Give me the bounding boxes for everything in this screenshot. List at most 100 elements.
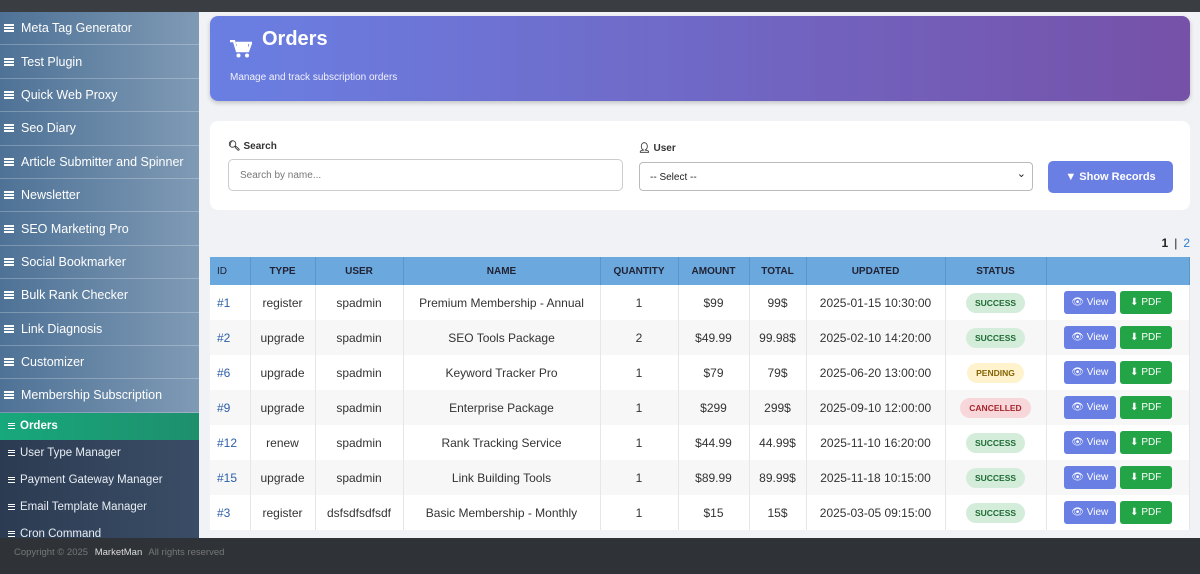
menu-text: Cron Command [20,528,102,538]
cell: #12 [210,425,251,460]
cell: 15$ [749,495,807,530]
menu-item[interactable]: Newsletter [0,179,199,213]
menu-item[interactable]: Social Bookmarker [0,246,199,280]
pdf-button[interactable]: ⬇ PDF [1119,291,1172,314]
submenu-item[interactable]: Orders [0,412,199,440]
pdf-button[interactable]: ⬇ PDF [1119,431,1172,454]
cell: 1 [600,355,679,390]
menu-item[interactable]: Test Plugin [0,45,199,79]
menu-item[interactable]: Article Submitter and Spinner [0,146,199,179]
menu-item[interactable]: Customizer [0,346,199,380]
menu-item[interactable]: Link Diagnosis [0,313,199,346]
menu-icon [4,157,14,166]
view-button[interactable]: 👁︎ View [1063,431,1116,454]
cell: Enterprise Package [403,390,601,425]
menu-icon [4,224,14,233]
pdf-button[interactable]: ⬇ PDF [1119,396,1172,419]
cell: SUCCESS [945,495,1047,530]
button-icon: ⬇ [1130,367,1142,378]
menu-icon [4,291,14,300]
cell: #15 [210,460,251,495]
cart-icon [230,40,252,58]
button-icon: 👁︎ [1071,367,1087,378]
button-text: PDF [1141,402,1162,413]
menu-item[interactable]: Meta Tag Generator [0,12,199,46]
page-header: Orders Manage and track subscription ord… [210,16,1190,101]
view-button[interactable]: 👁︎ View [1063,396,1116,419]
button-text: View [1086,507,1109,518]
cell: 1 [600,495,679,530]
cell: $44.99 [678,425,750,460]
status-badge: CANCELLED [960,397,1031,418]
orders-table: ID TYPE USER NAME QUANTITY AMOUNT TOTAL UPDATED… [210,257,1190,530]
pdf-button[interactable]: ⬇ PDF [1119,326,1172,349]
button-icon: 👁︎ [1071,297,1087,308]
view-button[interactable]: 👁︎ View [1063,501,1116,524]
cell: Premium Membership - Annual [403,285,601,320]
label-text: User [653,143,676,154]
table-row: #1 register spadmin Premium Membership - An… [210,285,1190,320]
user-select[interactable]: -- Select -- [639,162,1033,191]
menu-item[interactable]: Seo Diary [0,112,199,146]
button-text: View [1086,367,1109,378]
cell: spadmin [315,320,404,355]
cell: 👁︎ View ⬇ PDF [1046,390,1190,425]
menu-text: Membership Subscription [21,388,163,403]
button-icon: 👁︎ [1071,472,1087,483]
search-input[interactable]: Search by name... [228,159,623,191]
label-text: Search [243,141,277,152]
cell: #3 [210,495,251,530]
cell: spadmin [315,285,404,320]
pdf-button[interactable]: ⬇ PDF [1119,501,1172,524]
show-records-button[interactable]: ▼ Show Records [1048,161,1173,193]
cell: #1 [210,285,251,320]
menu-item[interactable]: Quick Web Proxy [0,79,199,113]
brand: MarketMan [94,547,143,558]
view-button[interactable]: 👁︎ View [1063,326,1116,349]
view-button[interactable]: 👁︎ View [1063,291,1116,314]
button-text: PDF [1141,472,1162,483]
submenu-item[interactable]: User Type Manager [0,440,199,467]
menu-item[interactable]: Bulk Rank Checker [0,279,199,313]
table-row: #2 upgrade spadmin SEO Tools Package 2 $49.99… [210,320,1190,355]
cell: SUCCESS [945,460,1047,495]
page-link[interactable]: 2 [1183,236,1190,250]
cell: 👁︎ View ⬇ PDF [1046,320,1190,355]
column-header: UPDATED [806,257,946,285]
cell: 299$ [749,390,807,425]
button-icon: 👁︎ [1071,507,1087,518]
submenu-item[interactable]: Email Template Manager [0,494,199,521]
submenu-item[interactable]: Cron Command [0,521,199,538]
cell: $15 [678,495,750,530]
menu-item[interactable]: SEO Marketing Pro [0,212,199,246]
button-text: PDF [1141,367,1162,378]
column-header: USER [315,257,404,285]
status-badge: SUCCESS [965,502,1026,523]
sidebar: Meta Tag Generator Test Plugin Quick Web P… [0,12,199,538]
button-icon: 👁︎ [1071,332,1087,343]
menu-item[interactable]: Membership Subscription [0,379,199,413]
submenu-item[interactable]: Payment Gateway Manager [0,467,199,494]
pdf-button[interactable]: ⬇ PDF [1119,466,1172,489]
menu-text: SEO Marketing Pro [21,221,129,236]
cell: 1 [600,425,679,460]
cell: SEO Tools Package [403,320,601,355]
menu-icon [4,324,14,333]
cell: 99$ [749,285,807,320]
menu-icon [4,358,14,367]
cell: upgrade [250,390,316,425]
cell: Basic Membership - Monthly [403,495,601,530]
view-button[interactable]: 👁︎ View [1063,466,1116,489]
main: Orders Manage and track subscription ord… [199,12,1200,538]
separator: | [1174,236,1178,250]
view-button[interactable]: 👁︎ View [1063,361,1116,384]
cell: 👁︎ View ⬇ PDF [1046,425,1190,460]
menu-icon [4,124,14,133]
cell: register [250,285,316,320]
button-icon: 👁︎ [1071,437,1087,448]
menu-icon [4,191,14,200]
rights: All rights reserved [148,547,225,558]
pdf-button[interactable]: ⬇ PDF [1119,361,1172,384]
cell: $89.99 [678,460,750,495]
